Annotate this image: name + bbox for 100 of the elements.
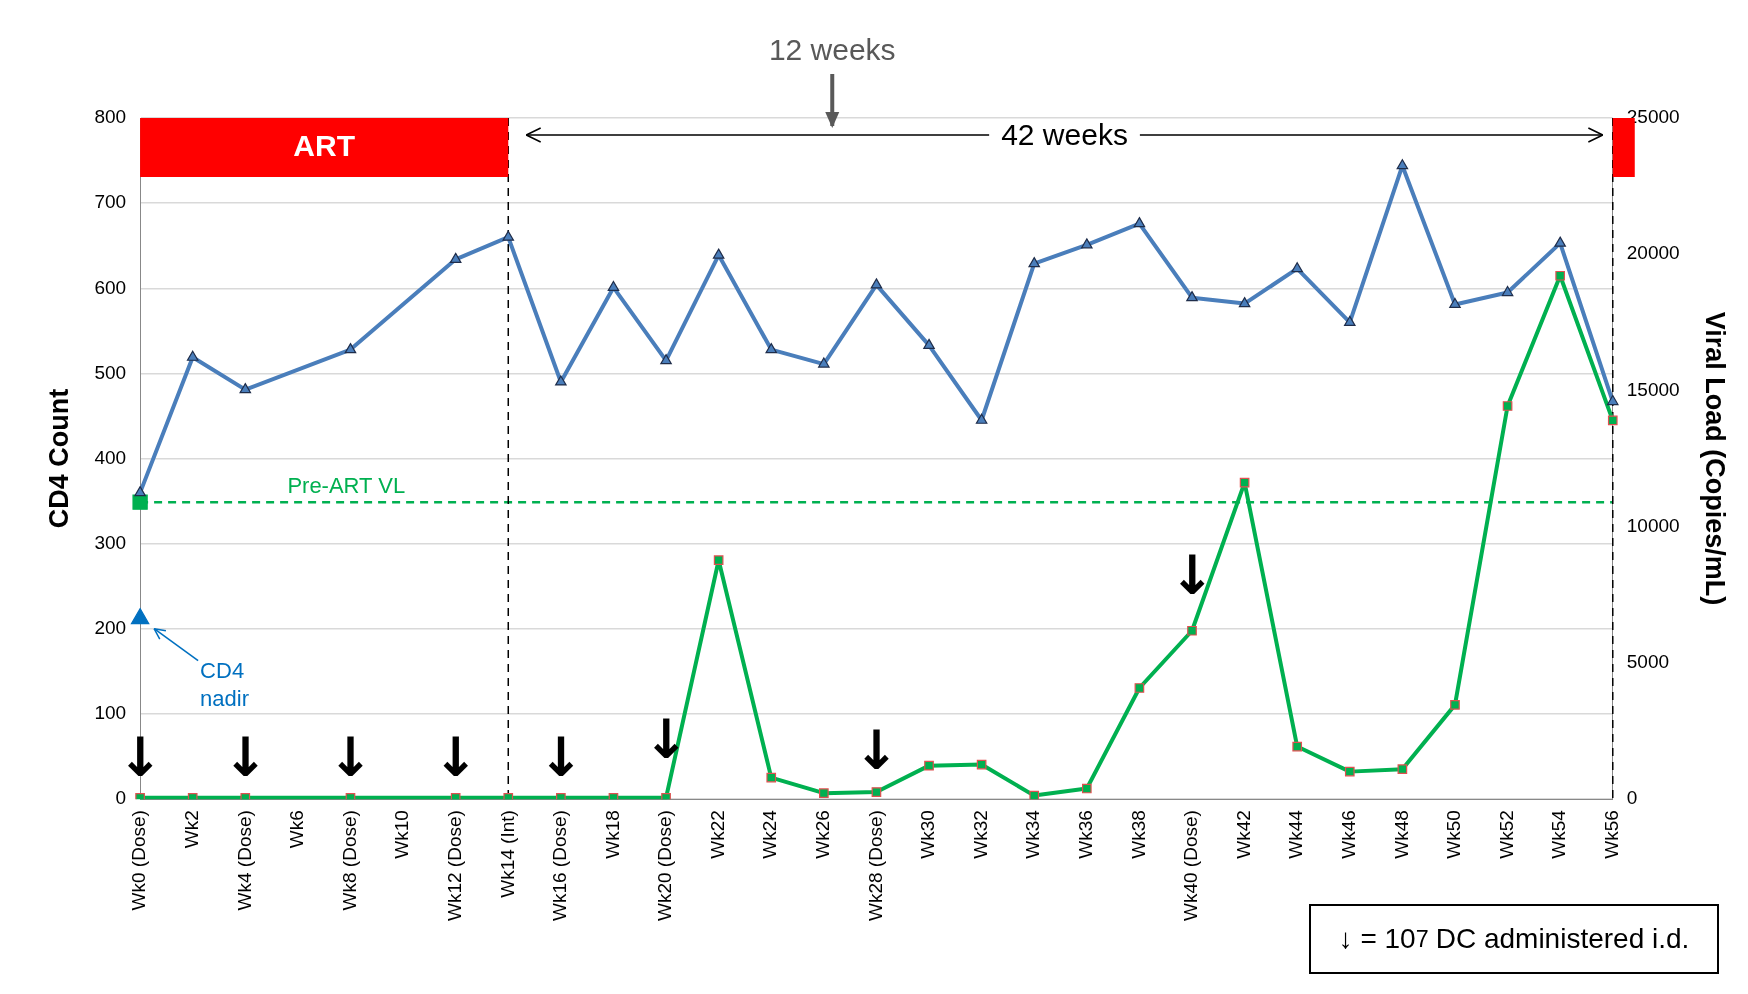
point (1343, 315, 1356, 326)
point (923, 338, 935, 349)
point (1028, 257, 1041, 268)
point (1081, 238, 1093, 249)
x-tick-label: Wk4 (Dose) (233, 810, 255, 911)
y2-tick-label: 15000 (1626, 378, 1680, 400)
point (1292, 741, 1303, 752)
annotation: ↓ (117, 725, 163, 789)
y-tick-label: 300 (94, 531, 127, 553)
point (976, 759, 987, 770)
annotation: ↓ (327, 725, 374, 789)
point (1344, 766, 1355, 777)
point (130, 608, 150, 625)
point (819, 788, 829, 798)
point (239, 383, 252, 394)
y-axis-title: CD4 Count (43, 388, 74, 529)
point (766, 772, 777, 783)
point (871, 787, 882, 797)
x-tick-label: Wk28 (Dose) (864, 810, 886, 921)
point (449, 252, 462, 263)
y-tick-label: 200 (94, 617, 127, 639)
point (712, 248, 725, 259)
point (186, 350, 199, 361)
point (1449, 297, 1461, 309)
point (713, 555, 724, 566)
y2-tick-label: 5000 (1626, 651, 1670, 673)
point (1606, 394, 1619, 406)
point (132, 494, 148, 510)
annotation: ↓ (538, 725, 584, 789)
x-tick-label: Wk34 (1022, 809, 1044, 859)
x-tick-label: Wk56 (1601, 810, 1622, 859)
x-tick-label: Wk26 (812, 810, 834, 859)
point (1502, 401, 1513, 411)
point (1187, 625, 1197, 636)
point (1134, 683, 1145, 693)
x-tick-label: Wk20 (Dose) (654, 810, 676, 921)
point (1501, 285, 1514, 297)
point (765, 342, 778, 354)
y2-tick-label: 0 (1626, 787, 1638, 809)
point (240, 792, 251, 800)
point (975, 413, 988, 424)
x-tick-label: Wk46 (1338, 810, 1360, 859)
x-tick-label: Wk36 (1075, 810, 1097, 859)
x-tick-label: Wk18 (601, 810, 623, 859)
point (608, 792, 619, 800)
x-tick-label: Wk16 (Dose) (549, 810, 571, 921)
x-tick-label: Wk32 (969, 810, 991, 859)
annotation: ↓ (643, 707, 689, 771)
y-tick-label: 800 (94, 106, 127, 128)
point (1397, 764, 1408, 775)
text: 12 weeks (768, 33, 896, 67)
point (1607, 415, 1618, 426)
point (660, 354, 672, 365)
x-tick-label: Wk0 (Dose) (128, 810, 150, 911)
x-tick-label: Wk8 (Dose) (338, 810, 360, 911)
point (502, 230, 515, 241)
x-tick-label: Wk38 (1127, 810, 1149, 859)
x-tick-label: Wk50 (1443, 810, 1465, 859)
point (607, 280, 620, 292)
point (556, 792, 566, 800)
point (1081, 783, 1092, 794)
annotation: ↓ (222, 725, 268, 789)
ref-line-label: Pre-ART VL (287, 473, 406, 499)
point (187, 792, 198, 800)
point (1029, 790, 1040, 800)
x-tick-label: Wk6 (286, 810, 308, 849)
point (818, 357, 830, 368)
point (345, 792, 356, 800)
annotation: ↓ (1169, 543, 1215, 607)
y-tick-label: 100 (94, 702, 127, 724)
x-tick-label: Wk52 (1495, 810, 1517, 859)
point (1186, 291, 1198, 302)
y2-tick-label: 10000 (1626, 514, 1680, 536)
point (1450, 700, 1460, 710)
point (1554, 236, 1566, 247)
x-tick-label: Wk24 (759, 809, 781, 859)
point (135, 792, 145, 800)
y2-axis-title: Viral Load (Copies/mL) (1700, 311, 1731, 606)
point (870, 278, 883, 289)
x-tick-label: Wk48 (1390, 810, 1412, 859)
point (1555, 270, 1566, 281)
x-tick-label: Wk10 (391, 810, 413, 859)
x-tick-label: Wk30 (917, 810, 939, 859)
x-tick-label: Wk12 (Dose) (443, 810, 465, 921)
x-tick-label: Wk40 (Dose) (1180, 810, 1202, 921)
y-tick-label: 0 (115, 787, 127, 809)
band-label: ART (293, 128, 356, 162)
annotation: 42 weeks (1001, 118, 1128, 152)
point (924, 760, 934, 771)
point (1291, 262, 1303, 273)
annotation: CD4 nadir (200, 657, 250, 711)
x-tick-label: Wk14 (Int) (496, 810, 518, 898)
point (450, 792, 461, 800)
x-tick-label: Wk42 (1232, 810, 1254, 859)
x-tick-label: Wk22 (706, 810, 728, 859)
y-tick-label: 400 (94, 446, 127, 468)
point (661, 792, 671, 800)
point (1396, 159, 1409, 170)
point (503, 792, 514, 800)
point (134, 486, 146, 497)
